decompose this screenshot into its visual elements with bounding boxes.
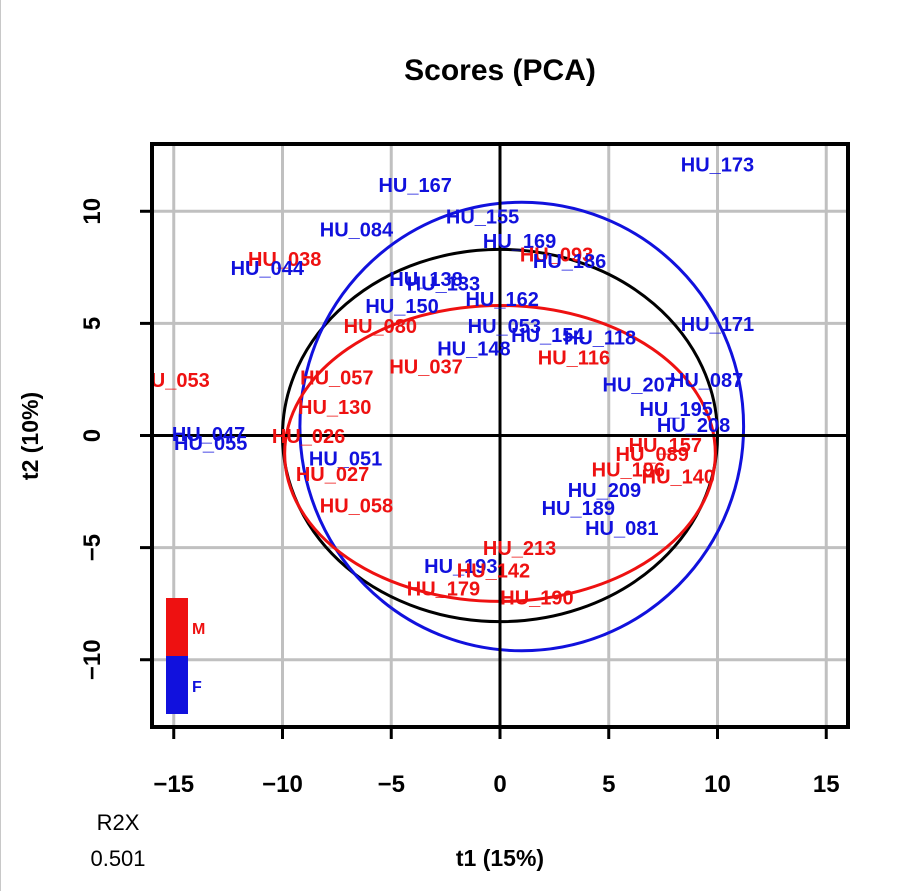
score-point-label: HU_150 bbox=[365, 296, 438, 318]
score-point-label: HU_190 bbox=[500, 587, 573, 609]
x-tick-label: −10 bbox=[262, 771, 303, 798]
score-point-label: HU_171 bbox=[681, 314, 754, 336]
score-point-label: HU_130 bbox=[298, 397, 371, 419]
score-point-label: HU_193 bbox=[424, 556, 497, 578]
x-tick-label: 15 bbox=[813, 771, 840, 798]
score-point-label: HU_167 bbox=[378, 175, 451, 197]
score-point-label: HU_053 bbox=[468, 316, 541, 338]
score-point-label: HU_189 bbox=[542, 498, 615, 520]
score-point-label: HU_093 bbox=[520, 244, 593, 266]
score-point-label: HU_138 bbox=[389, 269, 462, 291]
y-axis-ticks: −10 −5 0 5 10 bbox=[79, 198, 152, 680]
score-point-label: HU_208 bbox=[657, 415, 730, 437]
score-point-label: HU_133 bbox=[407, 274, 480, 296]
legend-label-M: M bbox=[192, 621, 205, 638]
y-axis-label: t2 (10%) bbox=[17, 392, 43, 480]
score-point-label: HU_173 bbox=[681, 155, 754, 177]
y-tick-label: 10 bbox=[79, 198, 106, 225]
score-point-label: HU_207 bbox=[603, 374, 676, 396]
y-tick-label: 5 bbox=[79, 317, 106, 330]
x-tick-label: 10 bbox=[704, 771, 731, 798]
score-point-label: HU_140 bbox=[642, 466, 715, 488]
x-axis-ticks: −15 −10 −5 0 5 10 15 bbox=[153, 727, 840, 798]
score-point-label: HU_142 bbox=[457, 561, 530, 583]
legend-swatch-M bbox=[166, 598, 188, 656]
legend-swatch-F bbox=[166, 656, 188, 714]
score-point-label: HU_162 bbox=[465, 289, 538, 311]
score-point-label: HU_044 bbox=[231, 258, 305, 280]
y-tick-label: −5 bbox=[79, 534, 106, 561]
score-point-label: HU_213 bbox=[483, 538, 556, 560]
legend-label-F: F bbox=[192, 679, 202, 696]
x-tick-label: 0 bbox=[493, 771, 506, 798]
zero-axes-lines bbox=[152, 144, 848, 727]
score-point-label: HU_169 bbox=[483, 231, 556, 253]
chart-title: Scores (PCA) bbox=[404, 54, 596, 87]
y-tick-label: 0 bbox=[79, 429, 106, 442]
score-point-label: HU_118 bbox=[564, 327, 636, 349]
x-tick-label: −15 bbox=[153, 771, 194, 798]
score-point-label: HU_209 bbox=[568, 480, 641, 502]
score-point-labels: HU_173HU_167HU_155HU_084HU_169HU_093HU_1… bbox=[151, 155, 754, 610]
score-point-label: HU_058 bbox=[320, 496, 393, 518]
group-legend: MF bbox=[166, 598, 205, 714]
x-axis-label: t1 (15%) bbox=[456, 845, 544, 871]
score-point-label: HU_026 bbox=[272, 426, 345, 448]
score-point-label: HU_154 bbox=[511, 325, 585, 347]
score-point-label: HU_047 bbox=[172, 424, 245, 446]
y-tick-label: −10 bbox=[79, 639, 106, 680]
score-point-label: HU_087 bbox=[670, 370, 743, 392]
score-point-label: HU_051 bbox=[309, 448, 382, 470]
score-point-label: HU_081 bbox=[585, 518, 658, 540]
score-point-label: HU_186 bbox=[533, 251, 606, 273]
score-point-label: HU_027 bbox=[296, 464, 369, 486]
score-point-label: HU_179 bbox=[407, 579, 480, 601]
r2x-value: 0.501 bbox=[90, 846, 145, 871]
score-point-label: HU_055 bbox=[174, 433, 247, 455]
score-point-label: HU_195 bbox=[639, 399, 712, 421]
score-point-label: HU_080 bbox=[344, 316, 417, 338]
score-point-label: HU_089 bbox=[616, 444, 689, 466]
score-point-label: HU_116 bbox=[538, 348, 610, 370]
score-point-label: HU_148 bbox=[437, 339, 510, 361]
x-tick-label: 5 bbox=[602, 771, 615, 798]
ellipse-F bbox=[298, 200, 746, 653]
score-point-label: HU_157 bbox=[629, 435, 702, 457]
left-border-line bbox=[0, 0, 1, 891]
score-point-label: HU_038 bbox=[248, 249, 321, 271]
score-point-label: U_053 bbox=[151, 370, 210, 392]
score-point-label: HU_155 bbox=[446, 206, 519, 228]
score-point-label: HU_037 bbox=[389, 357, 462, 379]
x-tick-label: −5 bbox=[378, 771, 405, 798]
score-point-label: HU_084 bbox=[320, 220, 394, 242]
score-point-label: HU_196 bbox=[592, 460, 665, 482]
r2x-label: R2X bbox=[97, 810, 140, 835]
score-point-label: HU_057 bbox=[300, 368, 373, 390]
